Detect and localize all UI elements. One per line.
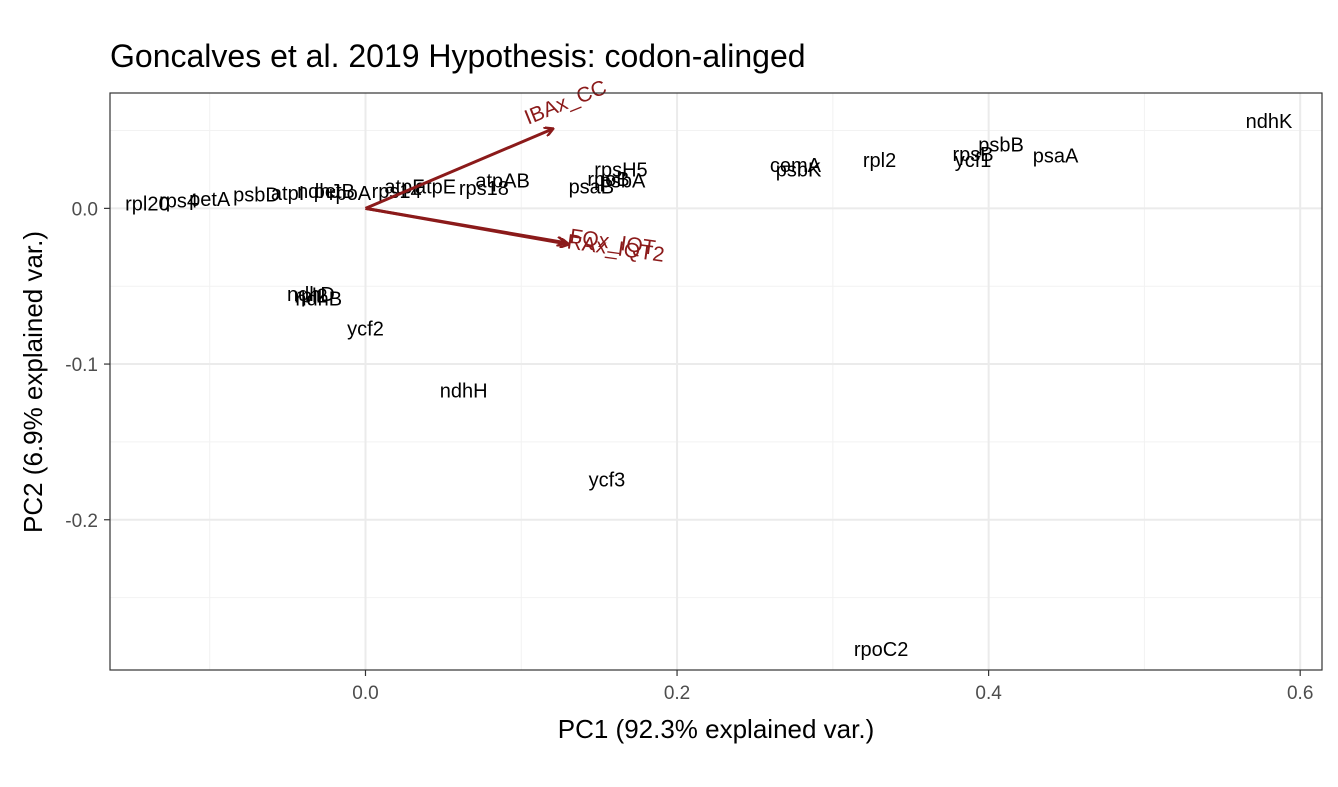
- y-tick-label: -0.1: [65, 355, 98, 376]
- gene-label: rps4: [159, 191, 198, 213]
- panel-border: [109, 92, 1323, 671]
- gene-label: ycf1: [955, 150, 992, 172]
- gene-label: rps14: [372, 181, 422, 203]
- gene-label: rpsH5: [594, 159, 647, 181]
- minor-gridlines: [110, 93, 1322, 670]
- gene-label: rpoC2: [854, 639, 908, 661]
- gene-label: petA: [189, 189, 231, 211]
- gene-label: psbD: [233, 184, 280, 206]
- gene-label: atpAB: [475, 170, 529, 192]
- gene-label: psbK: [776, 159, 822, 181]
- gene-label: ndhH: [440, 381, 488, 403]
- x-tick-label: 0.0: [352, 683, 378, 704]
- y-tick-label: -0.2: [65, 511, 98, 532]
- gene-label: cemA: [770, 155, 822, 177]
- loading-arrow: [365, 206, 568, 244]
- x-axis-title: PC1 (92.3% explained var.): [558, 714, 875, 744]
- gene-label: ndhB: [295, 289, 342, 311]
- x-axis: 0.0 0.2 0.4 0.6: [352, 670, 1313, 704]
- gene-label: atpI: [271, 183, 304, 205]
- gene-label: ycf2: [347, 318, 384, 340]
- gene-label: ndhK: [1246, 111, 1293, 133]
- gene-label: ndhD: [287, 284, 335, 306]
- x-tick-label: 0.2: [664, 683, 690, 704]
- plot-panel: [110, 93, 1322, 670]
- major-gridlines: [110, 93, 1322, 670]
- y-axis-title: PC2 (6.9% explained var.): [18, 231, 48, 533]
- gene-label: rps18: [459, 178, 509, 200]
- gene-label: ycf3: [589, 469, 626, 491]
- gene-label: rpl2: [294, 286, 327, 308]
- gene-label: atpF: [384, 177, 424, 199]
- gene-label: rpoA: [329, 183, 372, 205]
- chart-title: Goncalves et al. 2019 Hypothesis: codon-…: [110, 38, 806, 74]
- y-tick-label: 0.0: [72, 199, 98, 220]
- gene-label: psbA: [600, 170, 646, 192]
- gene-label: rpl2: [863, 150, 896, 172]
- gene-label: psbB: [978, 135, 1024, 157]
- y-axis: 0.0 -0.1 -0.2: [65, 199, 110, 532]
- gene-label: rpl20: [125, 194, 169, 216]
- gene-label: psaA: [1033, 145, 1079, 167]
- gene-label: rpoB: [587, 169, 629, 191]
- gene-label: rpsB: [952, 144, 993, 166]
- loading-arrow: [364, 129, 552, 210]
- x-tick-label: 0.6: [1287, 683, 1313, 704]
- gene-label: petB: [314, 181, 355, 203]
- gene-label: psaB: [569, 177, 615, 199]
- x-tick-label: 0.4: [975, 683, 1002, 704]
- gene-label: ndhJ: [297, 181, 340, 203]
